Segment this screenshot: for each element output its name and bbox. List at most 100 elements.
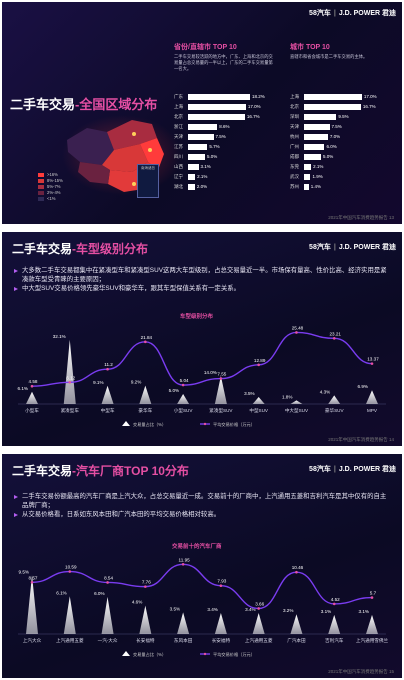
bar-share-label: 3.2% (283, 608, 293, 613)
logo-jdpower: J.D. POWER (338, 10, 381, 17)
bar-share-label: 4.3% (320, 389, 330, 394)
bar-share (63, 596, 76, 634)
price-label: 7.76 (142, 580, 151, 585)
legend-price-label: 平均交易价格（万元） (213, 421, 255, 428)
price-label: 8.57 (29, 575, 38, 580)
category-label: 东风本田 (174, 637, 193, 644)
price-point (257, 363, 260, 367)
bar-share (26, 575, 38, 634)
ranking-value: 6.0% (326, 144, 337, 149)
bar-share (328, 614, 341, 634)
category-label: 上汽通用五菱 (245, 637, 273, 644)
bar-share (290, 400, 303, 404)
brand-logo: 58汽车 | J.D. POWER 君迪 (309, 244, 396, 251)
price-label: 6.12 (66, 375, 75, 380)
category-label: 紧凑型车 (61, 407, 80, 414)
province-panel-title: 省份/直辖市 TOP 10 (174, 44, 237, 51)
map-legend-item: >16% (38, 172, 63, 178)
bar-share-label: 5.0% (169, 388, 179, 393)
ranking-value: 17.0% (247, 104, 261, 109)
ranking-value: 16.7% (362, 104, 376, 109)
category-label: 紧凑型SUV (209, 407, 233, 414)
price-point (144, 340, 147, 344)
price-label: 11.95 (179, 557, 191, 562)
ranking-name: 江苏 (174, 144, 183, 149)
bar-share-label: 3.5% (244, 391, 254, 396)
ranking-value: 16.7% (246, 114, 260, 119)
legend-swatch (38, 196, 44, 201)
ranking-bar (188, 124, 218, 130)
bar-share (177, 612, 190, 634)
price-point (295, 331, 298, 334)
legend-swatch (38, 190, 44, 195)
map-region-central (102, 144, 148, 172)
ranking-name: 湖北 (174, 184, 183, 189)
ranking-value: 18.2% (252, 94, 265, 99)
bar-share-label: 3.4% (245, 607, 255, 612)
price-label: 10.46 (292, 565, 304, 570)
ranking-name: 上海 (174, 104, 183, 109)
bar-share (366, 390, 378, 404)
manufacturer-chart: 9.5% 上汽大众 6.1% 上汽通用五菱 6.0% 一汽-大众 4.6% 长安福特 3.5% 东… (18, 557, 389, 658)
bar-share-label: 3.5% (170, 606, 180, 611)
slide1-title: 二手车交易-全国区域分布 (10, 97, 158, 112)
bar-share-label: 9.1% (93, 380, 103, 385)
category-label: 长安福特 (136, 637, 155, 644)
ranking-bar (304, 124, 330, 130)
legend-swatch (38, 184, 44, 189)
category-label: 小型车 (25, 407, 39, 414)
bar-share (252, 612, 265, 634)
map-legend-item: 8%-15% (38, 178, 63, 184)
bar-share-label: 9.5% (19, 569, 29, 574)
logo-58: 58汽车 (309, 10, 331, 17)
legend-swatch (38, 172, 44, 177)
bar-share (214, 376, 227, 404)
bullet-item: 中大型SUV交易价格领先豪华SUV和豪华车，跟其车型保值关系有一定关系。 (14, 284, 392, 293)
city-panel-desc: 直辖市和省会城市是二手车交易的主体。 (290, 54, 368, 59)
legend-price-label: 平均交易价格（万元） (213, 651, 255, 658)
south-sea-inset: 南海诸岛 (137, 164, 159, 198)
bar-share-label: 14.0% (204, 370, 217, 375)
price-point (30, 384, 34, 388)
ranking-bar (188, 94, 250, 100)
category-label: 小型SUV (174, 407, 194, 414)
price-point (370, 596, 374, 599)
bar-share (101, 596, 114, 634)
ranking-name: 天津 (174, 134, 183, 139)
category-label: 中型车 (101, 407, 115, 414)
category-label: 上汽通用五菱 (56, 637, 84, 644)
ranking-value: 5.0% (207, 154, 218, 159)
bar-share-label: 1.8% (282, 394, 292, 399)
map-legend-item: 5%-7% (38, 184, 63, 190)
price-point (68, 380, 72, 384)
ranking-bar (188, 154, 206, 160)
ranking-value: 7.0% (329, 134, 341, 139)
category-label: 上汽通用雪佛兰 (356, 637, 389, 644)
category-label: 长安福特 (212, 637, 231, 644)
city-panel-title: 城市 TOP 10 (290, 44, 330, 51)
ranking-name: 广东 (174, 94, 183, 99)
map-marker-beijing (132, 132, 136, 136)
category-label: 豪华车 (138, 407, 152, 414)
price-point (144, 585, 147, 588)
bar-share (328, 395, 341, 404)
bar-share (101, 385, 114, 404)
ranking-bar (304, 164, 312, 170)
slide2-bullets: 大多数二手车交易都集中在紧凑型车和紧凑型SUV这两大车型级别，占总交易量近一半。… (14, 266, 392, 294)
slide-regional-distribution: 58汽车 | J.D. POWER 君迪 二手车交易-全国区域分布 南海诸岛 >16… (2, 2, 402, 224)
ranking-bar (304, 144, 325, 150)
ranking-name: 山西 (174, 164, 183, 169)
price-point (295, 570, 298, 574)
price-label: 8.54 (104, 575, 113, 580)
bar-share-label: 3.1% (359, 609, 369, 614)
price-label: 11.2 (104, 362, 113, 367)
ranking-bar (304, 174, 311, 180)
map-legend-item: <1% (38, 196, 63, 202)
bar-share-label: 6.9% (358, 384, 368, 389)
bar-share-label: 32.1% (53, 334, 66, 339)
price-label: 25.48 (292, 325, 304, 330)
bar-share (214, 612, 227, 634)
category-label: 中大型SUV (285, 407, 309, 414)
ranking-name: 北京 (174, 114, 183, 119)
slide3-footer: 2021年中国汽车消费趋势报告 15 (328, 669, 394, 674)
